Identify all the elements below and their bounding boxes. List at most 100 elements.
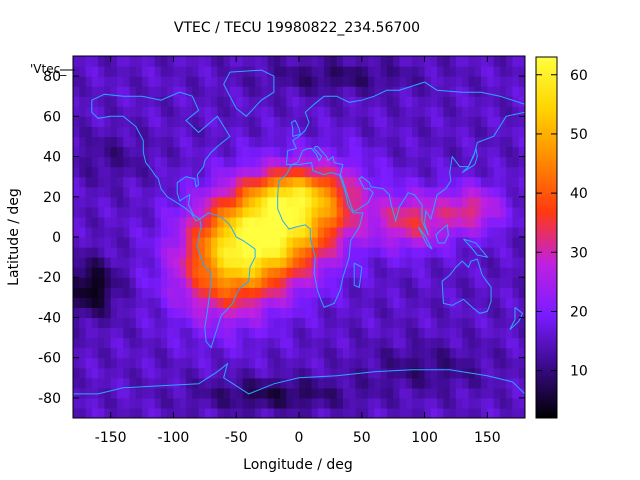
heatmap-cell xyxy=(91,297,99,308)
heatmap-cell xyxy=(405,116,413,127)
heatmap-cell xyxy=(173,397,181,409)
heatmap-cell xyxy=(280,76,288,87)
heatmap-cell xyxy=(355,156,363,168)
heatmap-cell xyxy=(443,226,451,238)
heatmap-cell xyxy=(85,146,93,158)
heatmap-cell xyxy=(261,287,269,298)
heatmap-cell xyxy=(129,337,137,349)
heatmap-cell xyxy=(324,226,331,238)
heatmap-cell xyxy=(173,307,181,319)
heatmap-cell xyxy=(374,397,382,409)
heatmap-cell xyxy=(374,186,382,198)
heatmap-cell xyxy=(110,237,118,248)
heatmap-cell xyxy=(380,387,388,399)
heatmap-cell xyxy=(330,166,338,178)
heatmap-cell xyxy=(280,377,288,389)
heatmap-cell xyxy=(98,377,105,389)
heatmap-cell xyxy=(123,156,131,168)
heatmap-cell xyxy=(386,146,394,158)
heatmap-cell xyxy=(324,206,331,218)
heatmap-cell xyxy=(393,216,401,228)
heatmap-cell xyxy=(179,377,187,389)
heatmap-cell xyxy=(386,317,394,329)
heatmap-cell xyxy=(299,66,306,77)
heatmap-cell xyxy=(73,297,80,308)
heatmap-cell xyxy=(518,317,525,329)
heatmap-cell xyxy=(173,257,181,268)
heatmap-cell xyxy=(211,206,218,218)
heatmap-cell xyxy=(487,237,495,248)
heatmap-cell xyxy=(255,317,262,329)
heatmap-cell xyxy=(273,96,281,107)
heatmap-cell xyxy=(236,76,244,87)
heatmap-cell xyxy=(292,136,300,148)
heatmap-cell xyxy=(506,226,514,238)
heatmap-cell xyxy=(85,166,93,178)
heatmap-cell xyxy=(167,287,175,298)
heatmap-cell xyxy=(412,317,419,329)
heatmap-cell xyxy=(430,357,438,369)
heatmap-cell xyxy=(91,367,99,379)
heatmap-cell xyxy=(430,76,438,87)
heatmap-cell xyxy=(73,136,80,148)
heatmap-cell xyxy=(342,247,350,258)
heatmap-cell xyxy=(229,287,237,298)
heatmap-cell xyxy=(192,196,200,208)
heatmap-cell xyxy=(229,357,237,369)
heatmap-cell xyxy=(198,397,206,409)
heatmap-cell xyxy=(85,277,93,288)
heatmap-cell xyxy=(386,257,394,268)
heatmap-cell xyxy=(418,166,426,178)
heatmap-cell xyxy=(455,397,463,409)
heatmap-cell xyxy=(399,166,407,178)
heatmap-cell xyxy=(386,367,394,379)
heatmap-cell xyxy=(198,247,206,258)
x-tick-label: -100 xyxy=(158,430,190,446)
heatmap-cell xyxy=(79,136,87,148)
heatmap-cell xyxy=(73,146,80,158)
heatmap-cell xyxy=(455,196,463,208)
heatmap-cell xyxy=(412,247,419,258)
heatmap-cell xyxy=(280,66,288,77)
heatmap-cell xyxy=(242,347,250,359)
heatmap-cell xyxy=(211,196,218,208)
heatmap-cell xyxy=(474,237,482,248)
heatmap-cell xyxy=(292,86,300,97)
heatmap-cell xyxy=(273,66,281,77)
heatmap-cell xyxy=(236,317,244,329)
heatmap-cell xyxy=(449,357,457,369)
heatmap-cell xyxy=(104,76,112,87)
heatmap-cell xyxy=(455,216,463,228)
heatmap-cell xyxy=(255,287,262,298)
heatmap-cell xyxy=(248,226,256,238)
heatmap-cell xyxy=(342,66,350,77)
heatmap-cell xyxy=(443,206,451,218)
heatmap-cell xyxy=(299,277,306,288)
heatmap-cell xyxy=(104,146,112,158)
heatmap-cell xyxy=(299,196,306,208)
heatmap-cell xyxy=(192,156,200,168)
heatmap-cell xyxy=(91,327,99,339)
heatmap-cell xyxy=(91,377,99,389)
heatmap-cell xyxy=(248,247,256,258)
heatmap-cell xyxy=(299,216,306,228)
heatmap-cell xyxy=(198,66,206,77)
heatmap-cell xyxy=(368,327,375,339)
heatmap-cell xyxy=(198,267,206,278)
heatmap-cell xyxy=(374,56,382,67)
heatmap-cell xyxy=(286,347,294,359)
heatmap-cell xyxy=(236,226,244,238)
heatmap-cell xyxy=(160,56,168,67)
heatmap-cell xyxy=(248,287,256,298)
heatmap-cell xyxy=(267,287,275,298)
heatmap-cell xyxy=(506,347,514,359)
heatmap-cell xyxy=(223,247,231,258)
heatmap-cell xyxy=(73,327,80,339)
heatmap-cell xyxy=(474,186,482,198)
heatmap-cell xyxy=(368,347,375,359)
heatmap-cell xyxy=(142,116,149,127)
heatmap-cell xyxy=(280,407,288,418)
heatmap-cell xyxy=(468,166,476,178)
heatmap-cell xyxy=(405,287,413,298)
